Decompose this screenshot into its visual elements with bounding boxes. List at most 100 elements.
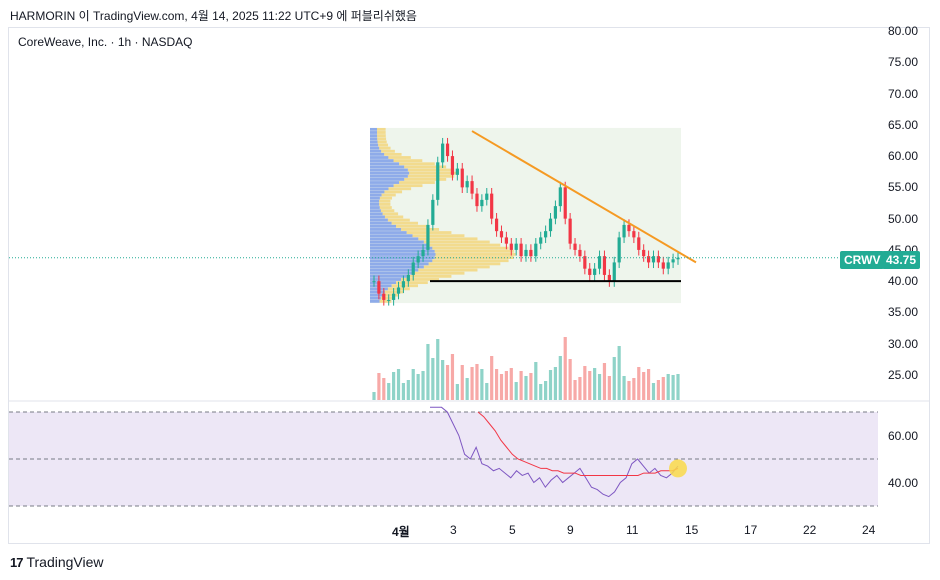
volume-bar (475, 364, 479, 400)
volume-profile-bar-down (432, 246, 509, 250)
candle-body (470, 181, 474, 194)
volume-profile-bar-up (370, 218, 388, 222)
publish-info: HARMORIN 이 TradingView.com, 4월 14, 2025 … (10, 9, 417, 23)
volume-bar (563, 337, 567, 400)
footer-brand[interactable]: 17 TradingView (10, 554, 104, 570)
price-tick-label: 35.00 (888, 305, 919, 320)
volume-bar (617, 346, 621, 400)
volume-profile-bar-down (401, 278, 440, 281)
candle-body (499, 231, 504, 238)
volume-bar (455, 384, 459, 400)
candle-body (578, 249, 582, 257)
volume-profile-bar-up (370, 199, 380, 203)
volume-profile-bar-down (418, 268, 478, 272)
volume-profile-bar-down (404, 177, 447, 181)
volume-profile-bar-up (370, 209, 381, 213)
candle-body (544, 231, 548, 238)
candle-body (597, 256, 602, 269)
volume-profile-bar-up (370, 281, 397, 285)
candle-body (607, 274, 611, 282)
volume-profile-bar-up (370, 134, 378, 138)
volume-bar (534, 362, 538, 400)
price-tick-label: 60.00 (888, 149, 919, 164)
candle-body (612, 262, 616, 282)
volume-profile-bar-up (370, 137, 378, 141)
time-tick-label: 3 (450, 523, 457, 537)
candle-body (671, 259, 675, 263)
volume-bar (426, 344, 430, 400)
volume-profile-bar-up (370, 159, 394, 163)
volume-profile-bar-up (370, 149, 382, 153)
volume-profile-bar-down (377, 131, 386, 134)
volume-bar (666, 374, 670, 400)
volume-bar (602, 363, 607, 400)
volume-bar (504, 371, 508, 400)
volume-profile-bar-up (370, 293, 383, 297)
price-tick-label: 80.00 (888, 24, 919, 38)
price-tick-label: 55.00 (888, 180, 919, 195)
volume-profile-bar-down (407, 168, 455, 172)
volume-profile-bar-up (370, 265, 424, 269)
volume-profile-bar-up (370, 278, 402, 281)
rsi-tick-label: 60.00 (888, 428, 919, 443)
volume-profile-bar-up (370, 249, 435, 253)
volume-profile-bar-up (370, 143, 379, 147)
volume-profile-bar-down (396, 224, 428, 228)
time-tick-label: 5 (509, 523, 516, 537)
volume-profile-bar-up (370, 196, 380, 200)
volume-profile-bar-down (428, 243, 501, 247)
volume-profile-bar-down (381, 149, 395, 153)
candle-body (387, 299, 391, 301)
candle-body (401, 281, 406, 288)
volume-profile-bar-up (370, 221, 392, 225)
volume-profile-bar-up (370, 212, 383, 216)
volume-profile-bar-up (370, 237, 419, 241)
volume-bar (588, 371, 592, 400)
volume-bar (661, 377, 665, 400)
candle-body (406, 274, 410, 282)
volume-profile-bar-down (391, 221, 419, 225)
rsi-highlight-marker (669, 459, 687, 478)
candle-body (529, 249, 533, 257)
volume-bar (646, 369, 651, 400)
candle-body (617, 237, 621, 263)
volume-profile-bar-down (412, 271, 465, 275)
price-tick-label: 75.00 (888, 55, 919, 70)
volume-profile-bar-down (435, 253, 516, 256)
volume-bar (387, 383, 391, 400)
candle-body (514, 243, 518, 250)
candle-body (593, 268, 597, 275)
volume-bar (377, 373, 381, 400)
candle-body (396, 287, 401, 294)
volume-profile-bar-down (393, 159, 423, 163)
candle-body (450, 156, 455, 175)
volume-profile-bar-up (370, 228, 402, 231)
volume-bar (460, 365, 464, 400)
volume-bar (544, 381, 548, 400)
candle-body (431, 199, 435, 225)
volume-profile-bar-up (370, 234, 413, 238)
volume-profile-bar-up (370, 296, 381, 300)
volume-profile-bar-up (370, 253, 436, 256)
volume-bar (627, 381, 631, 400)
volume-profile-bar-up (370, 187, 389, 191)
time-tick-label: 24 (862, 523, 876, 537)
volume-profile-bar-up (370, 171, 410, 175)
volume-profile-bar-down (387, 218, 410, 222)
candle-body (666, 262, 670, 269)
volume-profile-bar-up (370, 131, 378, 134)
volume-bar (382, 378, 386, 400)
volume-bar (450, 354, 455, 400)
candle-body (455, 168, 459, 175)
volume-bar (509, 368, 513, 400)
volume-profile-bar-down (384, 215, 404, 219)
volume-profile-bar-down (407, 174, 455, 178)
volume-bar (431, 358, 435, 400)
volume-bar (514, 382, 518, 400)
volume-bar (548, 370, 553, 400)
volume-bar (470, 367, 474, 400)
descending-trendline (471, 130, 697, 264)
candle-body (627, 224, 631, 232)
volume-bar (622, 376, 626, 400)
